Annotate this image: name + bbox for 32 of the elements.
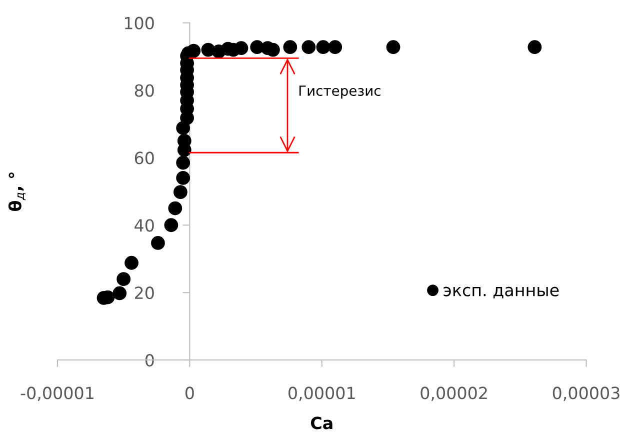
x-tick-label: 0 — [185, 386, 194, 400]
point — [124, 256, 138, 270]
point — [173, 185, 188, 200]
point — [528, 40, 542, 54]
x-tick-label: 0,00003 — [552, 386, 620, 401]
point — [386, 40, 400, 54]
x-tick-label: 0,00002 — [420, 386, 487, 401]
point — [168, 201, 182, 216]
point — [176, 156, 190, 170]
y-axis-title: θ$_{д}$, ° — [8, 172, 26, 212]
point — [283, 40, 298, 54]
legend-label: эксп. данные — [444, 286, 559, 298]
x-tick-label: -0,00001 — [20, 386, 94, 401]
y-tick-label: 80 — [134, 84, 154, 97]
point — [186, 44, 201, 58]
y-tick-label: 40 — [134, 219, 154, 232]
y-tick-label: 20 — [134, 286, 154, 300]
x-axis-title: Ca — [310, 416, 332, 430]
y-tick-label: 100 — [124, 16, 154, 30]
point — [316, 40, 330, 54]
point — [234, 41, 248, 56]
point — [164, 218, 178, 232]
point — [266, 42, 280, 57]
annotation: Гистерезис — [299, 86, 380, 99]
point — [328, 40, 342, 54]
x-tick-label: 0,00001 — [288, 386, 355, 401]
point — [302, 40, 316, 54]
point — [112, 286, 127, 300]
point — [176, 170, 190, 185]
y-tick-label: 60 — [134, 152, 154, 164]
point — [151, 236, 165, 250]
point — [116, 272, 131, 286]
